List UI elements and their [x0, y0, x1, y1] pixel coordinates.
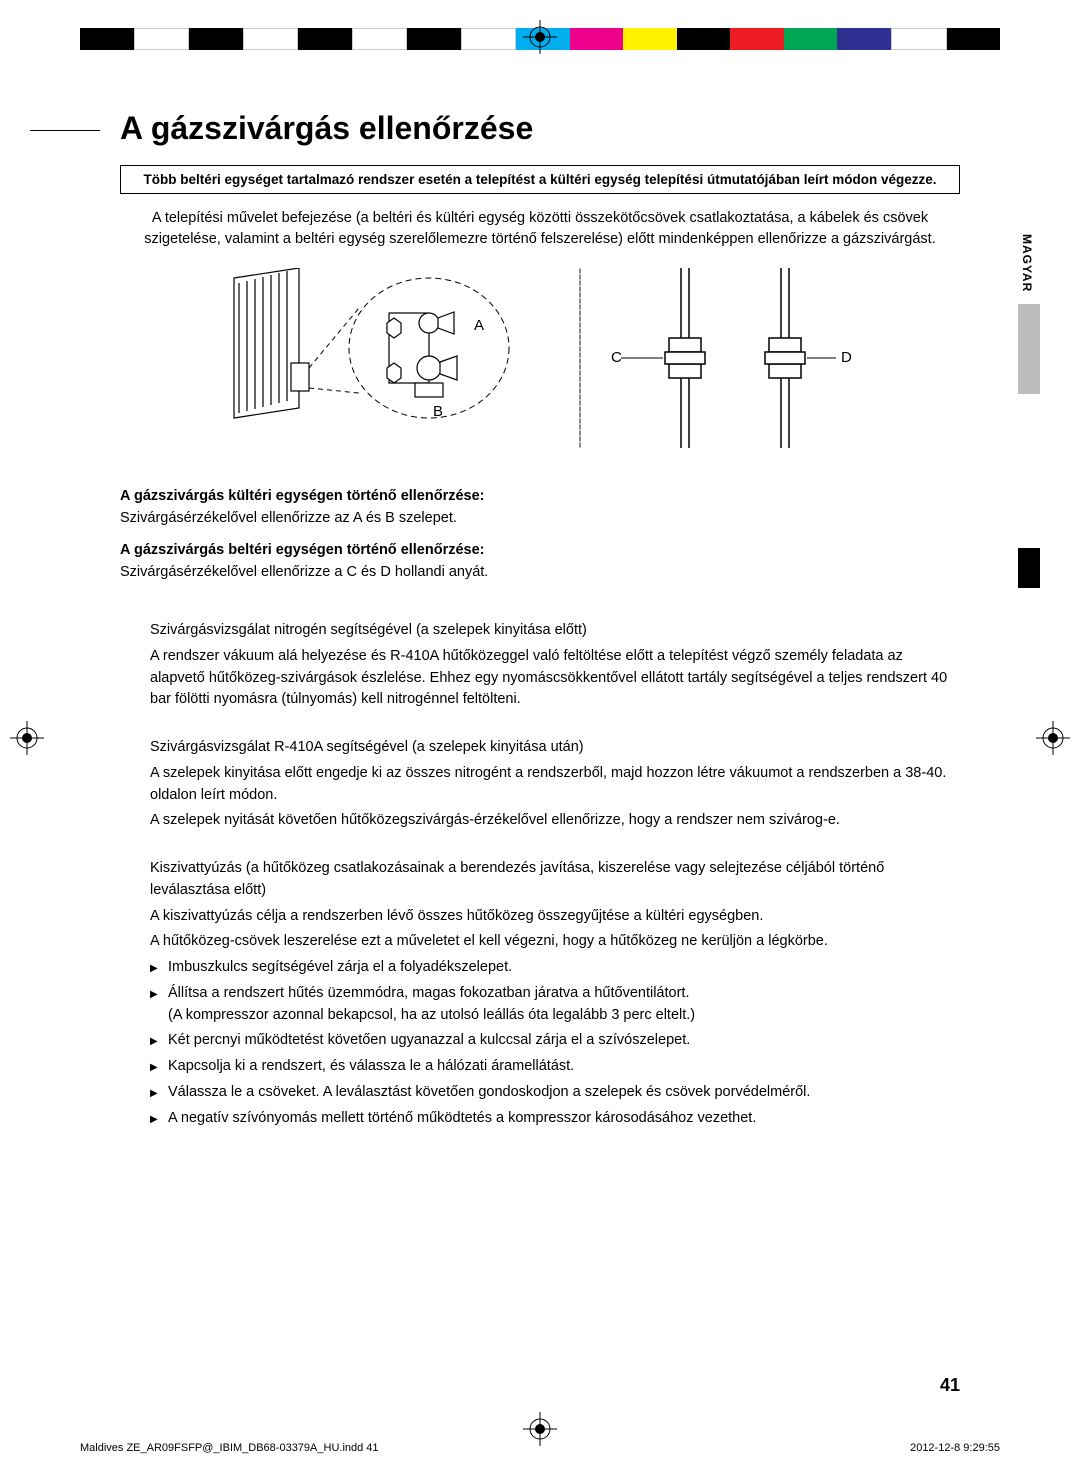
footer: Maldives ZE_AR09FSFP@_IBIM_DB68-03379A_H…	[80, 1442, 1000, 1454]
bullet-item: Válassza le a csöveket. A leválasztást k…	[150, 1082, 960, 1104]
bullet-subtext: (A kompresszor azonnal bekapcsol, ha az …	[168, 1005, 960, 1027]
diagram-divider	[579, 268, 581, 448]
bullet-item: A negatív szívónyomás mellett történő mű…	[150, 1108, 960, 1130]
registration-mark-icon	[523, 1412, 557, 1446]
sec2-heading: A gázszivárgás beltéri egységen történő …	[120, 542, 960, 558]
body-p6: Kiszivattyúzás (a hűtőközeg csatlakozása…	[150, 858, 960, 902]
label-b: B	[433, 403, 443, 420]
flare-nut-diagram: C D	[611, 268, 851, 448]
page-number: 41	[940, 1375, 960, 1396]
body-p1: Szivárgásvizsgálat nitrogén segítségével…	[150, 620, 960, 642]
sec2-text: Szivárgásérzékelővel ellenőrizze a C és …	[120, 564, 960, 580]
label-c: C	[611, 349, 622, 366]
tab-black-block	[1018, 548, 1040, 588]
tab-gray-block	[1018, 304, 1040, 394]
page-title: A gázszivárgás ellenőrzése	[120, 110, 960, 147]
body-p7: A kiszivattyúzás célja a rendszerben lév…	[150, 906, 960, 928]
bullet-item: Két percnyi működtetést követően ugyanaz…	[150, 1030, 960, 1052]
body-p8: A hűtőközeg-csövek leszerelése ezt a műv…	[150, 931, 960, 953]
registration-mark-icon	[523, 20, 557, 54]
footer-left: Maldives ZE_AR09FSFP@_IBIM_DB68-03379A_H…	[80, 1442, 379, 1454]
intro-text: A telepítési művelet befejezése (a belté…	[120, 208, 960, 250]
language-label: MAGYAR	[1018, 230, 1036, 296]
sec1-heading: A gázszivárgás kültéri egységen történő …	[120, 488, 960, 504]
header-rule	[30, 130, 100, 131]
body-block: Szivárgásvizsgálat nitrogén segítségével…	[150, 620, 960, 1129]
bullet-list: Imbuszkulcs segítségével zárja el a foly…	[150, 957, 960, 1129]
language-tab: MAGYAR	[1018, 230, 1040, 394]
body-p3: Szivárgásvizsgálat R-410A segítségével (…	[150, 737, 960, 759]
bullet-item: Állítsa a rendszert hűtés üzemmódra, mag…	[150, 983, 960, 1027]
body-p5: A szelepek nyitását követően hűtőközegsz…	[150, 810, 960, 832]
body-p2: A rendszer vákuum alá helyezése és R-410…	[150, 646, 960, 711]
bullet-item: Imbuszkulcs segítségével zárja el a foly…	[150, 957, 960, 979]
registration-mark-icon	[1036, 721, 1070, 755]
boxed-note: Több beltéri egységet tartalmazó rendsze…	[120, 165, 960, 194]
registration-mark-icon	[10, 721, 44, 755]
outdoor-unit-diagram: A B	[229, 268, 549, 448]
page-content: A gázszivárgás ellenőrzése Több beltéri …	[120, 110, 960, 1396]
bullet-item: Kapcsolja ki a rendszert, és válassza le…	[150, 1056, 960, 1078]
body-p4: A szelepek kinyitása előtt engedje ki az…	[150, 763, 960, 807]
diagram-row: A B C	[120, 268, 960, 448]
sec1-text: Szivárgásérzékelővel ellenőrizze az A és…	[120, 510, 960, 526]
label-a: A	[474, 317, 484, 334]
label-d: D	[841, 349, 851, 366]
footer-right: 2012-12-8 9:29:55	[910, 1442, 1000, 1454]
